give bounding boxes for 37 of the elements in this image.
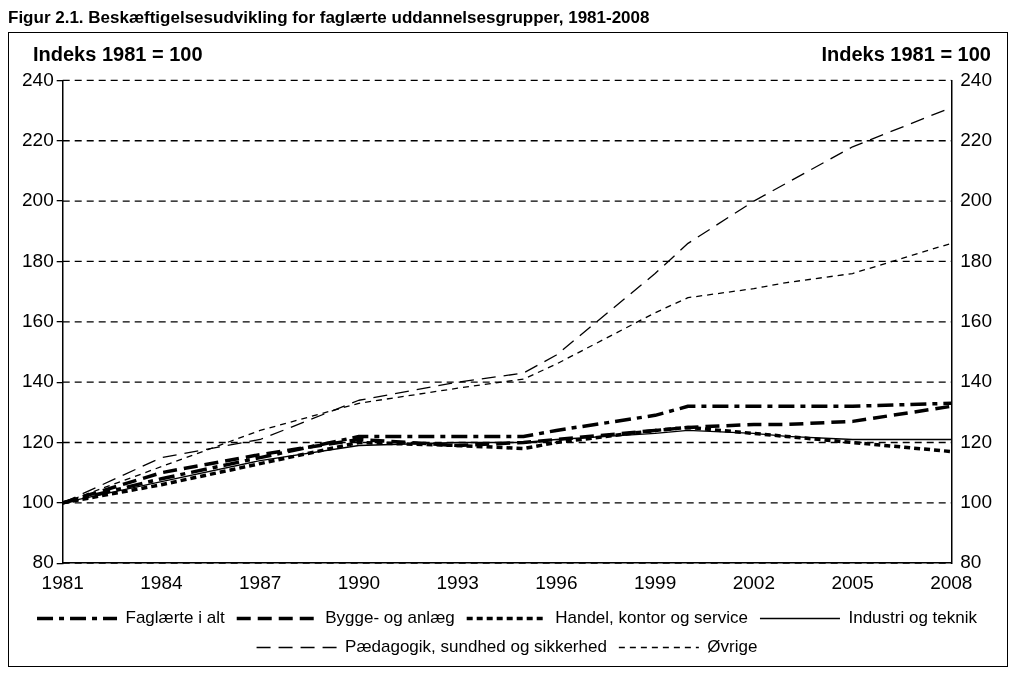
y2-tick-label: 100 [960,491,992,513]
y-tick-label: 100 [22,491,54,513]
x-tick-label: 1996 [535,571,578,593]
y2-tick-label: 220 [960,128,992,150]
y-tick-label: 80 [32,551,54,573]
y-tick-label: 140 [22,370,54,392]
legend-label: Industri og teknik [848,608,978,628]
x-tick-label: 1981 [41,571,84,593]
x-tick-label: 1993 [436,571,479,593]
y2-tick-label: 80 [960,551,982,573]
legend-label: Bygge- og anlæg [325,608,455,628]
y-tick-label: 220 [22,128,54,150]
x-tick-label: 1984 [140,571,183,593]
y2-tick-label: 200 [960,189,992,211]
y-tick-label: 120 [22,430,54,452]
y2-axis-title: Indeks 1981 = 100 [821,43,991,66]
y-tick-label: 180 [22,249,54,271]
x-tick-label: 2002 [732,571,775,593]
y-axis-title: Indeks 1981 = 100 [33,43,203,66]
y2-tick-label: 120 [960,430,992,452]
x-tick-label: 1987 [239,571,282,593]
y2-tick-label: 180 [960,249,992,271]
x-tick-label: 2008 [930,571,973,593]
legend-label: Pædagogik, sundhed og sikkerhed [345,637,607,657]
x-tick-label: 1990 [337,571,381,593]
legend-label: Handel, kontor og service [555,608,748,628]
y-tick-label: 160 [22,310,54,332]
x-tick-label: 1999 [633,571,677,593]
legend-label: Faglærte i alt [125,608,225,628]
y-tick-label: 240 [22,68,54,90]
legend-label: Øvrige [707,637,758,657]
y-tick-label: 200 [22,189,54,211]
y2-tick-label: 240 [960,68,992,90]
y2-tick-label: 140 [960,370,992,392]
chart-title: Figur 2.1. Beskæftigelsesudvikling for faglærte uddannelsesgrupper, 1981-2008 [8,8,651,28]
x-tick-label: 2005 [831,571,874,593]
y2-tick-label: 160 [960,310,992,332]
